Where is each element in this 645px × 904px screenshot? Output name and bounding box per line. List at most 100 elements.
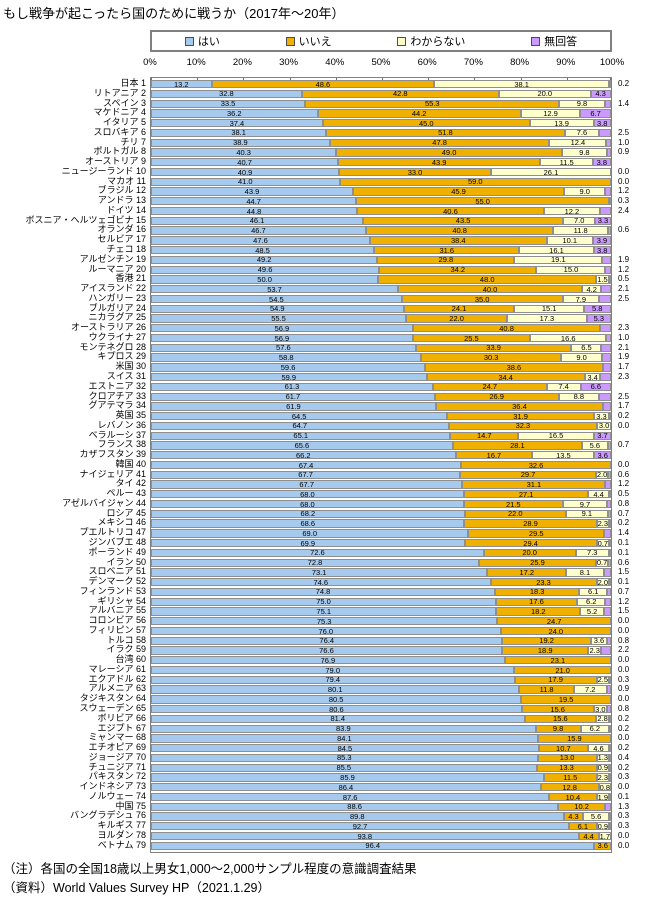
stacked-bar: 88.6 10.2 [151, 802, 611, 811]
segment-no: 51.8 [326, 128, 565, 138]
country-label: アゼルバイジャン 44 [62, 497, 146, 508]
segment-yes: 93.8 [151, 831, 579, 841]
country-label: イラン 50 [106, 556, 146, 567]
segment-value: 31.6 [439, 245, 455, 255]
country-label: エチオピア 69 [88, 742, 146, 753]
segment-na [601, 285, 611, 294]
segment-value: 7.3 [587, 548, 598, 558]
segment-dk: 16.5 [518, 431, 594, 440]
segment-na [605, 802, 611, 811]
country-label: アイスランド 22 [80, 283, 146, 294]
country-label: フランス 38 [97, 439, 146, 450]
segment-na [605, 187, 611, 196]
bar-row: 61.3 24.7 7.4 6.6 [151, 382, 611, 393]
segment-value: 24.1 [451, 304, 467, 314]
country-label: キルギス 77 [97, 820, 146, 831]
segment-yes: 64.5 [151, 412, 448, 421]
bar-row: 58.8 30.3 9.0 [151, 353, 611, 363]
segment-na: 5.3 [586, 314, 611, 323]
segment-na [609, 197, 611, 206]
segment-value: 27.1 [518, 489, 534, 499]
country-label: オランダ 16 [97, 224, 146, 235]
country-label: グアテマラ 34 [88, 400, 146, 411]
stacked-bar: 74.6 23.3 2.0 [151, 578, 611, 587]
segment-no: 14.7 [450, 431, 519, 440]
bar-row: 32.8 42.8 20.0 4.3 [151, 89, 611, 100]
segment-value: 3.0 [598, 421, 610, 431]
bar-row: 44.7 55.0 [151, 197, 611, 207]
stacked-bar: 56.9 40.8 [151, 324, 611, 333]
no-answer-value: 0.5 [618, 274, 630, 284]
segment-value: 3.7 [597, 431, 608, 441]
segment-value: 87.6 [342, 792, 358, 802]
segment-na: 5.8 [583, 304, 611, 313]
stacked-bar: 96.4 3.6 [151, 841, 611, 851]
segment-value: 43.9 [244, 187, 260, 197]
bar-row: 85.3 13.0 1.3 [151, 753, 611, 764]
segment-value: 13.9 [554, 118, 569, 128]
segment-value: 15.6 [553, 714, 568, 724]
bar-row: 79.4 17.9 2.5 [151, 675, 611, 686]
segment-no: 4.4 [578, 831, 599, 841]
segment-no: 47.8 [329, 138, 550, 147]
segment-yes: 79.0 [151, 665, 515, 675]
segment-dk: 12.2 [543, 206, 600, 216]
no-answer-value [618, 118, 644, 128]
segment-value: 22.0 [449, 314, 464, 324]
segment-dk: 8.1 [566, 568, 604, 577]
segment-yes: 38.1 [151, 128, 327, 138]
bar-row: 92.7 6.1 0.9 [151, 822, 611, 832]
no-answer-value: 0.0 [618, 166, 630, 176]
segment-value: 3.3 [596, 411, 607, 421]
segment-value: 45.0 [418, 118, 434, 128]
segment-no: 31.1 [462, 480, 606, 489]
segment-na [605, 480, 611, 489]
no-answer-value: 1.0 [618, 137, 630, 147]
segment-value: 6.5 [581, 343, 592, 353]
segment-dk: 0.8 [598, 783, 611, 792]
segment-no: 23.3 [490, 578, 597, 587]
segment-value: 68.0 [300, 489, 315, 499]
segment-no: 55.3 [305, 99, 560, 108]
segment-na [599, 128, 611, 138]
segment-yes: 59.6 [151, 363, 426, 372]
segment-no: 17.9 [514, 675, 597, 684]
segment-value: 20.0 [537, 89, 553, 99]
segment-value: 76.4 [319, 636, 335, 646]
segment-value: 44.7 [246, 196, 261, 206]
segment-value: 80.1 [327, 685, 343, 695]
bar-row: 47.6 38.4 10.1 3.9 [151, 236, 611, 246]
segment-yes: 72.8 [151, 558, 480, 567]
stacked-bar: 79.0 21.0 [151, 665, 611, 675]
segment-dk: 6.2 [576, 597, 606, 606]
segment-yes: 46.1 [151, 216, 364, 226]
bar-row: 83.9 9.8 6.2 [151, 724, 611, 735]
segment-value: 42.8 [393, 89, 408, 99]
segment-dk: 4.6 [587, 744, 609, 753]
segment-yes: 68.6 [151, 519, 465, 528]
segment-yes: 54.9 [151, 304, 404, 313]
segment-dk: 1.9 [596, 792, 609, 802]
stacked-bar: 68.0 21.5 9.7 [151, 499, 611, 509]
stacked-bar: 46.1 43.5 7.0 3.3 [151, 216, 611, 226]
segment-no: 3.6 [594, 841, 611, 851]
segment-value: 0.7 [596, 558, 608, 568]
no-answer-value: 0.8 [618, 635, 630, 645]
no-answer-value: 0.5 [618, 489, 630, 499]
segment-na [603, 402, 611, 411]
segment-value: 48.6 [315, 79, 331, 89]
no-answer-value: 0.3 [618, 674, 630, 684]
segment-yes: 55.5 [151, 314, 407, 323]
segment-value: 54.5 [269, 294, 284, 304]
segment-no: 43.9 [338, 158, 541, 167]
country-label: モンテネグロ 28 [79, 341, 146, 352]
axis-tick-label: 10% [186, 57, 206, 68]
segment-value: 40.7 [237, 157, 252, 167]
country-label: ポーランド 49 [88, 546, 146, 557]
segment-yes: 43.9 [151, 187, 353, 197]
segment-dk: 9.0 [560, 353, 603, 362]
bar-row: 80.6 15.6 3.0 [151, 705, 611, 715]
segment-value: 33.0 [407, 167, 423, 177]
axis-tick-label: 90% [556, 57, 576, 68]
segment-yes: 54.5 [151, 294, 402, 304]
